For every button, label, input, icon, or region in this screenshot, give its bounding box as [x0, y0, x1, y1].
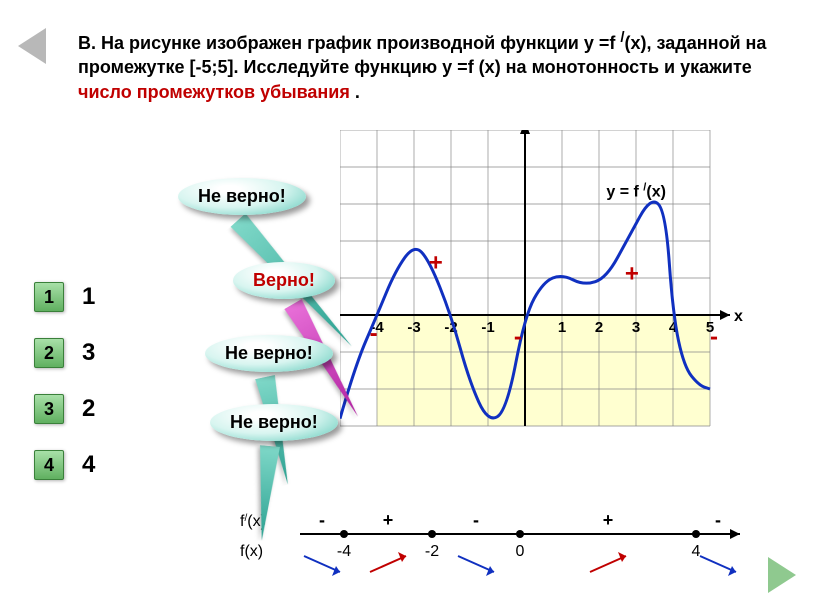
- answer-row: 2 3: [34, 336, 95, 370]
- chart-svg: -4-3-2-112345xy = f /(x)++---: [340, 130, 780, 460]
- derivative-chart: -4-3-2-112345xy = f /(x)++---: [340, 130, 780, 460]
- svg-text:y = f /(x): y = f /(x): [606, 182, 666, 201]
- sign-number-line: f/(x)f(x)-4-204-+-+-: [240, 510, 760, 580]
- answer-button-2[interactable]: 2: [34, 338, 64, 368]
- bubble-tail: [242, 444, 290, 542]
- svg-text:-: -: [370, 320, 378, 347]
- answer-value-2: 3: [82, 339, 95, 367]
- svg-text:3: 3: [632, 319, 640, 336]
- svg-text:+: +: [603, 510, 614, 530]
- svg-text:1: 1: [558, 319, 566, 336]
- answer-button-4[interactable]: 4: [34, 450, 64, 480]
- answer-row: 4 4: [34, 448, 95, 482]
- prompt-text-a: На рисунке изображен график производной …: [101, 33, 620, 53]
- answer-button-1[interactable]: 1: [34, 282, 64, 312]
- answer-list: 1 1 2 3 3 2 4 4: [34, 280, 95, 504]
- svg-text:+: +: [383, 510, 394, 530]
- svg-text:-: -: [715, 510, 721, 530]
- answer-value-4: 4: [82, 451, 95, 479]
- answer-value-1: 1: [82, 283, 95, 311]
- feedback-bubble-correct: Верно!: [233, 262, 335, 299]
- svg-text:-2: -2: [425, 543, 439, 560]
- svg-text:-1: -1: [481, 319, 494, 336]
- answer-row: 3 2: [34, 392, 95, 426]
- nav-prev-icon[interactable]: [18, 28, 46, 64]
- prompt-highlight: число промежутков убывания: [78, 82, 350, 102]
- svg-text:+: +: [429, 250, 443, 277]
- svg-text:-: -: [319, 510, 325, 530]
- svg-text:-: -: [514, 324, 522, 351]
- numberline-svg: f/(x)f(x)-4-204-+-+-: [240, 510, 760, 580]
- question-prompt: В. На рисунке изображен график производн…: [78, 28, 786, 104]
- feedback-bubble-wrong: Не верно!: [210, 404, 338, 441]
- svg-text:-: -: [473, 510, 479, 530]
- svg-text:-4: -4: [337, 543, 351, 560]
- svg-text:+: +: [625, 261, 639, 288]
- feedback-bubble-wrong: Не верно!: [178, 178, 306, 215]
- svg-text:4: 4: [692, 543, 701, 560]
- svg-text:f(x): f(x): [240, 543, 263, 560]
- nav-next-icon[interactable]: [768, 557, 796, 593]
- svg-text:x: x: [734, 308, 743, 325]
- prompt-text-b: .: [350, 82, 360, 102]
- feedback-bubble-wrong: Не верно!: [205, 335, 333, 372]
- answer-button-3[interactable]: 3: [34, 394, 64, 424]
- svg-text:-3: -3: [407, 319, 420, 336]
- svg-text:0: 0: [516, 543, 525, 560]
- svg-text:-: -: [710, 324, 718, 351]
- answer-row: 1 1: [34, 280, 95, 314]
- svg-text:2: 2: [595, 319, 603, 336]
- prompt-prefix: В.: [78, 33, 101, 53]
- answer-value-3: 2: [82, 395, 95, 423]
